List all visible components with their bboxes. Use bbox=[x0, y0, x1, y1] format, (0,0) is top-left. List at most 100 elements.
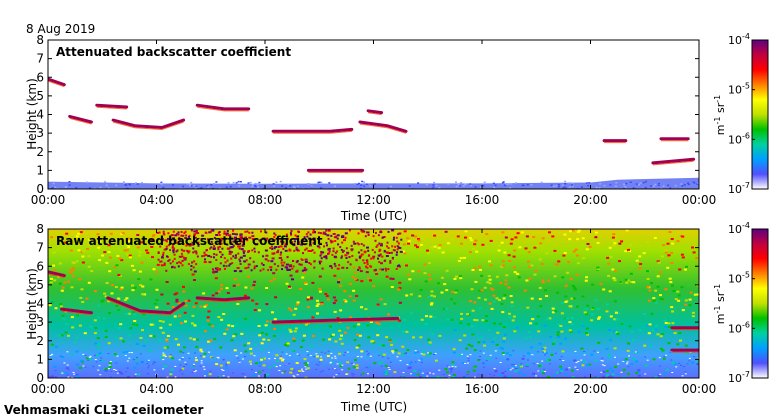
noise-cell bbox=[213, 256, 215, 259]
noise-cell bbox=[238, 361, 241, 363]
noise-cell bbox=[639, 182, 642, 184]
noise-cell bbox=[351, 255, 354, 257]
noise-cell bbox=[674, 184, 677, 187]
noise-cell bbox=[388, 338, 392, 341]
noise-cell bbox=[319, 232, 322, 235]
noise-cell bbox=[473, 365, 477, 368]
noise-cell bbox=[613, 300, 617, 303]
noise-cell bbox=[577, 262, 580, 265]
noise-cell bbox=[78, 278, 82, 281]
colorbar-tick-base: 10 bbox=[728, 273, 742, 286]
colorbar-tick-base: 10 bbox=[728, 84, 742, 97]
noise-cell bbox=[688, 298, 692, 301]
noise-cell bbox=[171, 305, 175, 308]
noise-cell bbox=[377, 257, 379, 260]
noise-cell bbox=[401, 354, 405, 356]
noise-cell bbox=[605, 370, 609, 372]
noise-cell bbox=[432, 186, 435, 188]
noise-cell bbox=[572, 297, 576, 300]
noise-cell bbox=[508, 316, 512, 319]
noise-cell bbox=[54, 376, 57, 378]
noise-cell bbox=[495, 275, 499, 278]
noise-cell bbox=[532, 372, 535, 375]
noise-cell bbox=[105, 184, 108, 187]
noise-cell bbox=[49, 281, 53, 284]
noise-cell bbox=[78, 324, 82, 327]
noise-cell bbox=[172, 251, 175, 254]
noise-cell bbox=[581, 187, 584, 189]
noise-cell bbox=[223, 230, 226, 233]
noise-cell bbox=[255, 302, 259, 305]
noise-cell bbox=[351, 276, 355, 279]
noise-cell bbox=[662, 244, 666, 247]
noise-cell bbox=[99, 374, 102, 376]
noise-cell bbox=[172, 376, 175, 378]
noise-cell bbox=[227, 376, 230, 378]
noise-cell bbox=[194, 352, 196, 354]
noise-cell bbox=[142, 313, 146, 316]
noise-cell bbox=[471, 325, 474, 328]
noise-cell bbox=[552, 374, 556, 377]
noise-cell bbox=[447, 183, 450, 185]
noise-cell bbox=[241, 358, 244, 360]
noise-cell bbox=[262, 370, 265, 371]
noise-cell bbox=[182, 249, 186, 252]
noise-cell bbox=[514, 365, 517, 367]
noise-cell bbox=[65, 372, 68, 375]
noise-cell bbox=[386, 245, 388, 248]
noise-cell bbox=[365, 271, 369, 274]
noise-cell bbox=[423, 263, 427, 266]
noise-cell bbox=[49, 355, 52, 356]
noise-cell bbox=[601, 375, 605, 378]
noise-cell bbox=[412, 336, 415, 339]
noise-cell bbox=[104, 181, 107, 183]
noise-cell bbox=[86, 181, 89, 184]
noise-cell bbox=[221, 247, 224, 250]
noise-cell bbox=[569, 230, 572, 233]
noise-cell bbox=[414, 350, 417, 352]
noise-cell bbox=[244, 350, 248, 353]
noise-cell bbox=[282, 247, 285, 250]
noise-cell bbox=[127, 245, 131, 248]
noise-cell bbox=[217, 316, 221, 318]
noise-cell bbox=[173, 293, 177, 296]
noise-cell bbox=[67, 334, 70, 337]
noise-cell bbox=[338, 352, 342, 355]
noise-cell bbox=[471, 309, 475, 312]
noise-cell bbox=[75, 373, 79, 376]
noise-cell bbox=[581, 186, 584, 189]
noise-cell bbox=[590, 313, 594, 316]
noise-cell bbox=[582, 325, 585, 327]
noise-cell bbox=[240, 237, 243, 240]
noise-cell bbox=[657, 261, 661, 264]
noise-cell bbox=[574, 248, 578, 251]
noise-cell bbox=[537, 370, 540, 372]
noise-cell bbox=[225, 365, 228, 367]
noise-cell bbox=[166, 346, 169, 349]
noise-cell bbox=[590, 319, 594, 322]
noise-cell bbox=[377, 234, 380, 237]
noise-cell bbox=[667, 184, 670, 187]
noise-cell bbox=[663, 319, 667, 322]
noise-cell bbox=[163, 264, 166, 266]
noise-cell bbox=[398, 301, 402, 304]
noise-cell bbox=[273, 236, 276, 238]
noise-cell bbox=[624, 186, 627, 189]
noise-cell bbox=[654, 301, 658, 304]
heatmap-data bbox=[48, 77, 699, 189]
noise-cell bbox=[51, 353, 54, 355]
noise-cell bbox=[182, 346, 186, 349]
noise-cell bbox=[54, 186, 57, 188]
noise-cell bbox=[539, 242, 543, 245]
noise-cell bbox=[260, 348, 264, 351]
noise-cell bbox=[162, 239, 165, 242]
noise-cell bbox=[279, 365, 282, 367]
noise-cell bbox=[560, 356, 563, 358]
noise-cell bbox=[327, 237, 330, 240]
noise-cell bbox=[498, 299, 501, 301]
noise-cell bbox=[193, 230, 197, 233]
noise-cell bbox=[643, 344, 647, 347]
noise-cell bbox=[82, 353, 85, 355]
noise-cell bbox=[203, 368, 206, 370]
noise-cell bbox=[215, 253, 218, 256]
